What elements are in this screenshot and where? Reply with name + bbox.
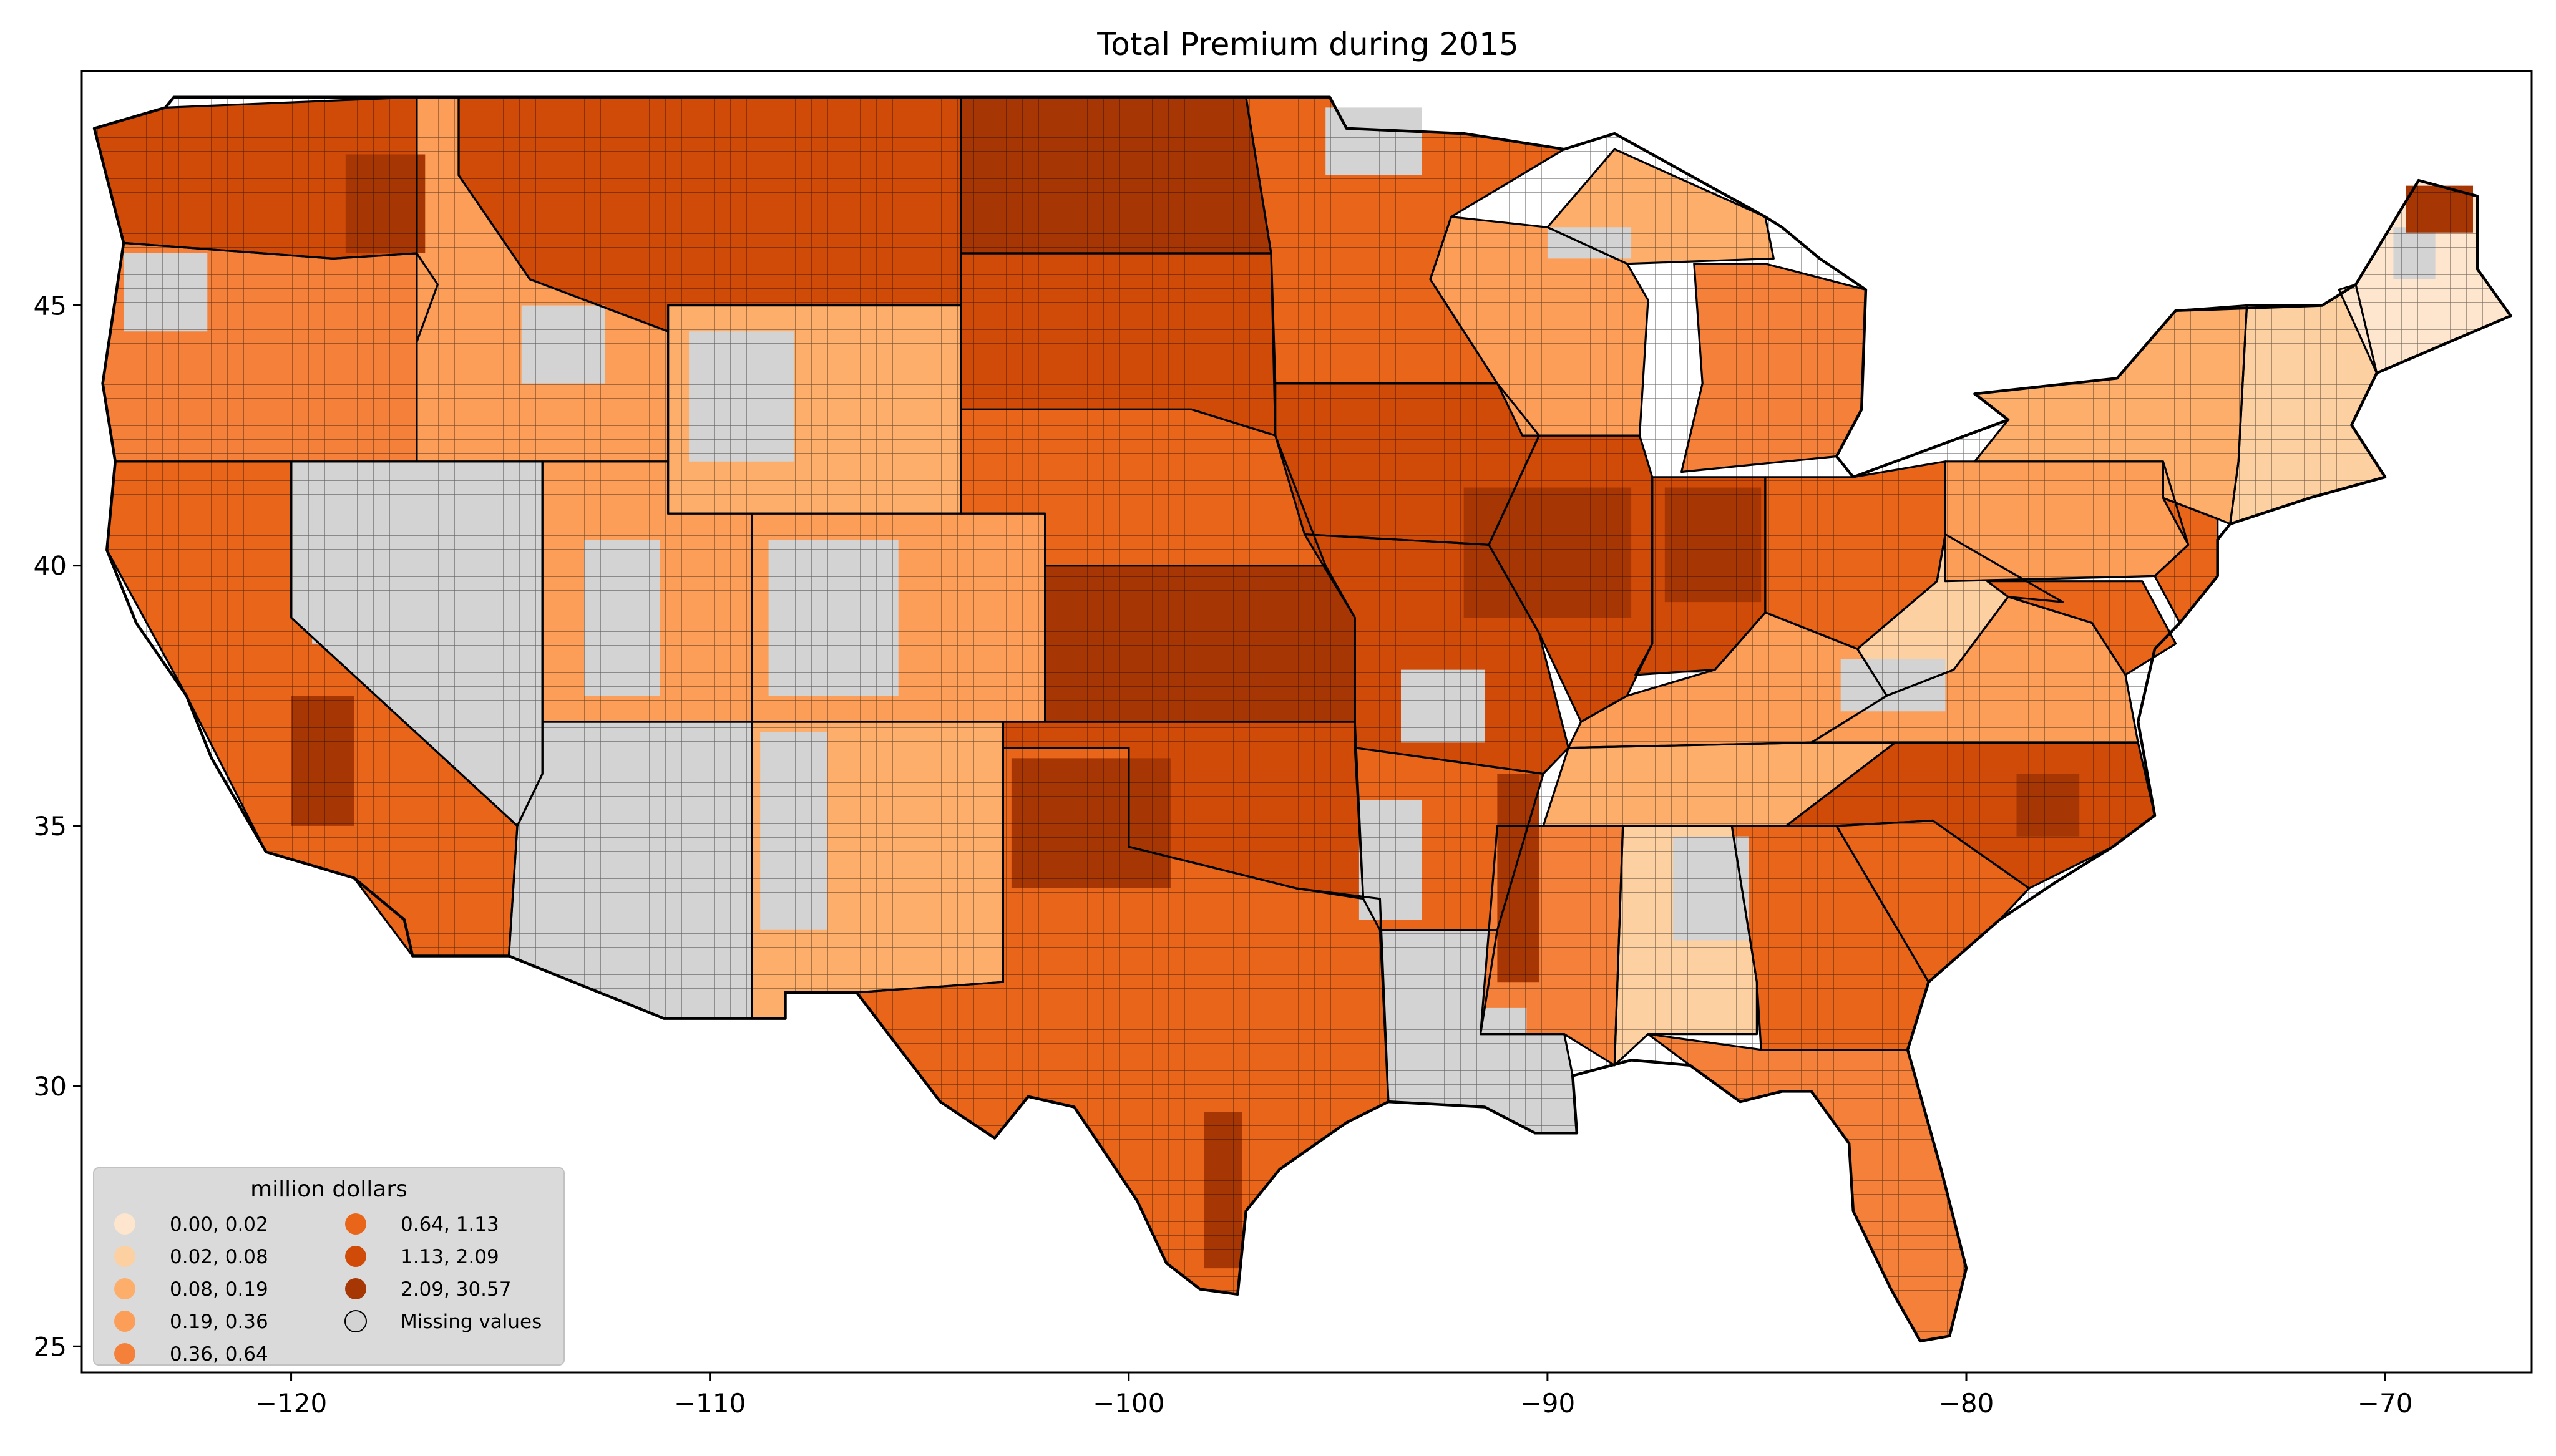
legend-label: 0.08, 0.19 bbox=[170, 1278, 268, 1301]
legend-box bbox=[93, 1167, 565, 1366]
x-axis: −120 −110 −100 −90 −80 −70 bbox=[255, 1372, 2413, 1419]
chart-title: Total Premium during 2015 bbox=[1096, 26, 1519, 62]
plot-frame bbox=[80, 70, 2533, 1374]
legend-swatch bbox=[345, 1278, 366, 1299]
state-border bbox=[1986, 580, 2177, 676]
y-tick-label: 35 bbox=[34, 811, 67, 842]
state-border bbox=[1856, 533, 2064, 697]
legend-title: million dollars bbox=[250, 1177, 407, 1202]
legend-swatch bbox=[114, 1311, 135, 1332]
x-tick-label: −120 bbox=[255, 1388, 327, 1419]
legend-label: 0.36, 0.64 bbox=[170, 1343, 268, 1366]
y-tick-label: 45 bbox=[34, 290, 67, 321]
state-border bbox=[1479, 825, 1624, 1067]
legend-label: 2.09, 30.57 bbox=[401, 1278, 511, 1301]
legend-entries: 0.00, 0.02 0.02, 0.08 0.08, 0.19 0.19, 0.36… bbox=[114, 1213, 542, 1366]
legend-swatch bbox=[114, 1343, 135, 1364]
map-layer bbox=[92, 95, 2512, 1343]
legend-label: 0.00, 0.02 bbox=[170, 1213, 268, 1236]
legend-label: 0.19, 0.36 bbox=[170, 1311, 268, 1333]
x-tick-label: −70 bbox=[2358, 1388, 2413, 1419]
x-tick-label: −90 bbox=[1520, 1388, 1576, 1419]
legend-label: 1.13, 2.09 bbox=[401, 1246, 499, 1268]
country-outline bbox=[92, 95, 2512, 1343]
y-tick-label: 40 bbox=[34, 551, 67, 581]
legend-label: 0.64, 1.13 bbox=[401, 1213, 499, 1236]
x-tick-label: −80 bbox=[1939, 1388, 1994, 1419]
legend-swatch bbox=[345, 1213, 366, 1235]
y-tick-label: 30 bbox=[34, 1071, 67, 1102]
state-border bbox=[1546, 148, 1775, 265]
legend-swatch bbox=[114, 1246, 135, 1267]
x-tick-label: −100 bbox=[1093, 1388, 1164, 1419]
legend-swatch bbox=[114, 1213, 135, 1235]
legend-swatch bbox=[344, 1310, 367, 1332]
county-borders bbox=[94, 97, 2511, 1341]
legend-swatch bbox=[114, 1278, 135, 1299]
y-axis: 25 30 35 40 45 bbox=[34, 290, 82, 1362]
legend-label: Missing values bbox=[401, 1311, 542, 1333]
legend: million dollars 0.00, 0.02 0.02, 0.08 0.08… bbox=[93, 1167, 565, 1366]
legend-swatch bbox=[345, 1246, 366, 1267]
x-tick-label: −110 bbox=[674, 1388, 746, 1419]
y-tick-label: 25 bbox=[34, 1331, 67, 1362]
legend-label: 0.02, 0.08 bbox=[170, 1246, 268, 1268]
